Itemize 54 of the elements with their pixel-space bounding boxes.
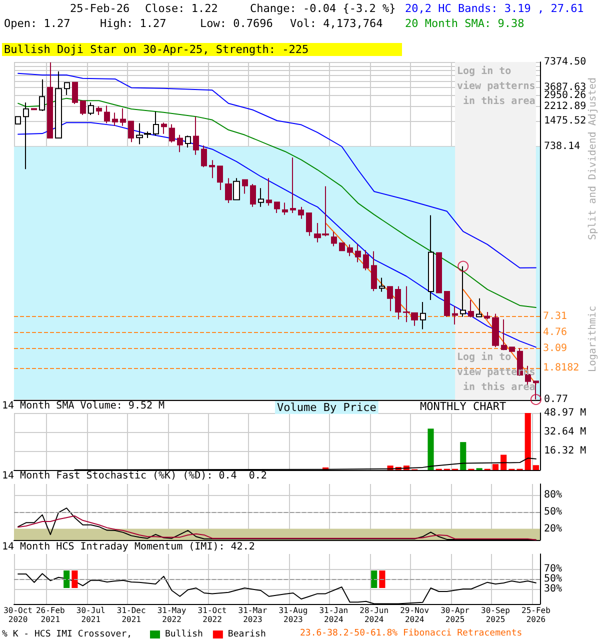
text: Logarithmic — [588, 306, 598, 372]
ref-line-label: 7.31 — [543, 311, 568, 322]
x-tick-label: 31-Dec 2021 — [116, 606, 146, 624]
y-tick-label: 30% — [544, 584, 562, 594]
x-tick-label: 31-Jan 2024 — [319, 606, 348, 624]
annotation: Log in to view patterns in this area — [457, 65, 536, 107]
y-tick-label: 80% — [544, 490, 562, 501]
x-tick-label: 30-Oct 2020 — [4, 606, 33, 624]
y-tick-label: 50% — [544, 506, 562, 518]
y-tick-label: 7374.50 — [544, 56, 586, 68]
legend-label: Bullish — [165, 630, 203, 640]
ref-line-label: 4.76 — [543, 326, 568, 338]
text: Open: 1.27 — [4, 17, 70, 30]
x-tick-label: 25-Feb 2026 — [522, 606, 551, 624]
text: Close: 1.22 — [145, 2, 218, 15]
x-tick-label: 31-Oct 2022 — [198, 606, 227, 624]
legend-title: % K - HCS IMI Crossover, — [2, 630, 132, 640]
x-tick-label: 26-Feb 2021 — [36, 606, 66, 624]
y-tick-label: 1475.52 — [544, 116, 586, 127]
x-tick-label: 29-Nov 2024 — [400, 606, 430, 624]
text: Low: 0.7696 — [200, 17, 273, 30]
annotation: Volume By Price — [277, 401, 376, 414]
y-tick-label: 32.64 M — [544, 426, 586, 438]
x-tick-label: 30-Apr 2025 — [440, 606, 470, 624]
x-tick-label: 31-Mar 2023 — [238, 606, 268, 624]
x-tick-label: 31-May 2022 — [157, 606, 186, 624]
text: 25-Feb-26 — [70, 2, 130, 15]
chart-title: 14 Month SMA Volume: 9.52 M — [2, 400, 165, 412]
y-tick-label: 0.77 — [544, 394, 568, 406]
text: MONTHLY CHART — [420, 400, 506, 413]
text: Bullish Doji Star on 30-Apr-25, Strength: -225 — [4, 43, 309, 56]
text: High: 1.27 — [100, 17, 166, 30]
ref-line-label: 3.09 — [543, 342, 568, 354]
text: Split and Dividend Adjusted — [588, 77, 598, 240]
y-tick-label: 70% — [544, 564, 562, 574]
y-tick-label: 16.32 M — [544, 446, 586, 457]
y-tick-label: 20% — [544, 523, 562, 534]
y-tick-label: 50% — [544, 574, 562, 584]
x-tick-label: 28-Jun 2024 — [360, 606, 389, 624]
text: 20,2 HC Bands: 3.19 , 27.61 — [405, 2, 584, 15]
chart-title: 14 Month HCS Intraday Momentum (IMI): 42.2 — [2, 542, 255, 552]
x-tick-label: 30-Jul 2021 — [76, 606, 106, 624]
ref-line-label: 1.8182 — [543, 362, 580, 374]
legend-label: Bearish — [228, 630, 266, 640]
x-tick-label: 31-Aug 2023 — [278, 606, 308, 624]
text: 20 Month SMA: 9.38 — [405, 17, 524, 30]
y-tick-label: 738.14 — [544, 141, 580, 152]
text: 23.6-38.2-50-61.8% Fibonacci Retracements — [300, 628, 522, 638]
text: Vol: 4,173,764 — [290, 17, 384, 30]
y-tick-label: 48.97 M — [544, 408, 586, 418]
text: Change: -0.04 {-3.2 %} — [250, 2, 396, 15]
chart-title: 14 Month Fast Stochastic (%K) (%D): 0.4 0.2 — [2, 470, 267, 482]
y-tick-label: 2212.89 — [544, 100, 586, 112]
x-tick-label: 30-Sep 2025 — [481, 606, 510, 624]
